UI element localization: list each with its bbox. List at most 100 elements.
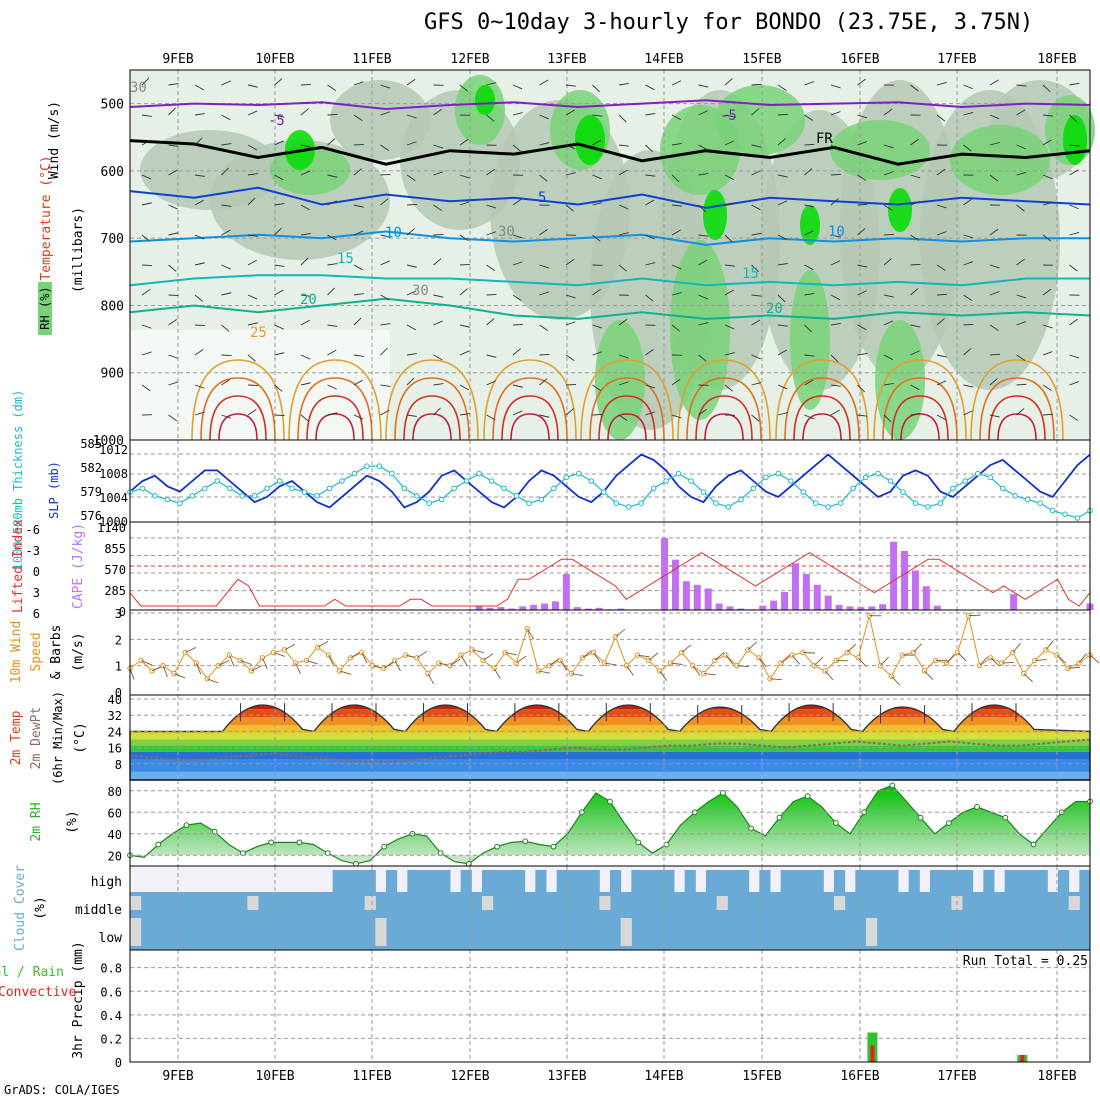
thickness-point <box>962 478 969 484</box>
thickness-tick: 579 <box>80 485 102 499</box>
thickness-point <box>775 470 782 477</box>
wind-barb <box>777 200 788 206</box>
wind-barb <box>300 294 311 297</box>
cape-axis-label: CAPE (J/kg) <box>71 523 86 609</box>
wind10-barb <box>692 665 701 676</box>
wind-barb <box>380 323 391 326</box>
wind10-barb <box>880 656 890 666</box>
rh-shade <box>950 125 1050 195</box>
wind10-barb <box>824 670 834 681</box>
wind10-point <box>314 644 321 650</box>
wind-barb <box>353 264 363 271</box>
cloud-high-cell <box>930 870 942 892</box>
rh-legend-swatch <box>38 282 52 335</box>
rh2m-axis-label: 2m RH <box>29 802 44 841</box>
thickness-point <box>875 470 881 477</box>
wind-barb <box>857 174 867 181</box>
wind-barb <box>1069 114 1078 123</box>
wind-barb <box>989 414 1000 418</box>
wind-barb <box>1042 114 1053 117</box>
wind-barb <box>671 204 682 207</box>
cloud-high-cell <box>706 870 718 892</box>
wind10-barb <box>780 654 791 664</box>
thickness-point <box>526 500 532 507</box>
wind-barb <box>645 384 656 389</box>
wind-barb <box>857 324 867 331</box>
wind-barb <box>274 289 284 296</box>
warm-contour <box>288 359 382 441</box>
cloud-high-cell <box>962 870 974 892</box>
wind-barb <box>1016 84 1027 87</box>
cape-tick: 570 <box>104 563 126 577</box>
temp-unit-label: (°C) <box>73 722 88 753</box>
wind-barb <box>433 258 442 266</box>
wind-barb <box>168 169 178 176</box>
wind10-barb <box>262 657 268 669</box>
wind-barb <box>777 234 788 241</box>
wind-barb <box>168 83 179 86</box>
thickness-point <box>438 496 445 503</box>
contour-label: -5 <box>720 108 737 124</box>
wind-barb <box>618 169 628 176</box>
wind-barb <box>300 204 310 211</box>
wind-barb <box>565 321 576 326</box>
wind-barb <box>618 82 629 86</box>
wind-barb <box>910 324 921 328</box>
wind-barb <box>1069 381 1080 386</box>
cape-bar <box>617 608 625 610</box>
wind-barb <box>274 78 283 86</box>
wind-barb <box>1042 384 1052 391</box>
wind-barb <box>141 324 152 329</box>
wind-barb <box>247 197 256 206</box>
wind-barb <box>989 324 999 331</box>
wind-barb <box>300 170 311 176</box>
wind-barb <box>618 264 628 272</box>
pressure-tick: 600 <box>101 165 124 180</box>
wind-barb <box>141 139 151 146</box>
wind10-point <box>281 647 288 653</box>
cloud-high-cell <box>418 870 430 892</box>
wind-barb <box>883 108 893 116</box>
wind-barb <box>936 293 948 296</box>
warm-contour <box>492 377 568 441</box>
rh-point <box>296 839 303 846</box>
wind10-barb <box>648 652 659 661</box>
wind10-barb <box>1089 654 1100 664</box>
warm-contour <box>394 377 470 441</box>
cloud-high-cell <box>1004 870 1016 892</box>
wind-barb <box>459 84 469 92</box>
slp-tick: 1000 <box>99 515 128 529</box>
wind-barb <box>777 138 786 146</box>
wind-barb <box>830 322 841 326</box>
cloud-high-cell <box>716 870 728 892</box>
wind-barb <box>353 81 364 86</box>
wind-barb <box>883 414 892 423</box>
wind-barb <box>671 114 682 121</box>
wind-barb <box>777 174 788 178</box>
wind10-barb <box>195 662 202 675</box>
wind-barb <box>353 379 363 386</box>
wind10-barb <box>394 660 401 672</box>
wind-barb <box>645 411 656 416</box>
wind-barb <box>1069 414 1079 421</box>
wind10-barb <box>361 652 368 664</box>
cloud-high-cell <box>439 870 451 892</box>
wind10-barb <box>218 660 230 667</box>
wind-barb <box>274 414 285 416</box>
rh-point <box>889 782 896 789</box>
wind-barb <box>194 137 203 146</box>
wind-barb <box>539 324 549 331</box>
wind-barb <box>406 78 416 86</box>
wind-barb <box>539 264 550 269</box>
thickness-point <box>202 485 208 492</box>
temp-band <box>130 739 1090 746</box>
thickness-point <box>800 489 807 495</box>
wind-barb <box>910 384 920 391</box>
wind-barb <box>168 414 177 422</box>
wind-barb <box>592 351 603 356</box>
wind10-barb <box>306 659 319 665</box>
wind10-barb <box>173 673 186 679</box>
wind10-barb <box>416 651 428 659</box>
thickness-point <box>1049 507 1056 514</box>
rh2m-tick: 20 <box>108 849 122 863</box>
